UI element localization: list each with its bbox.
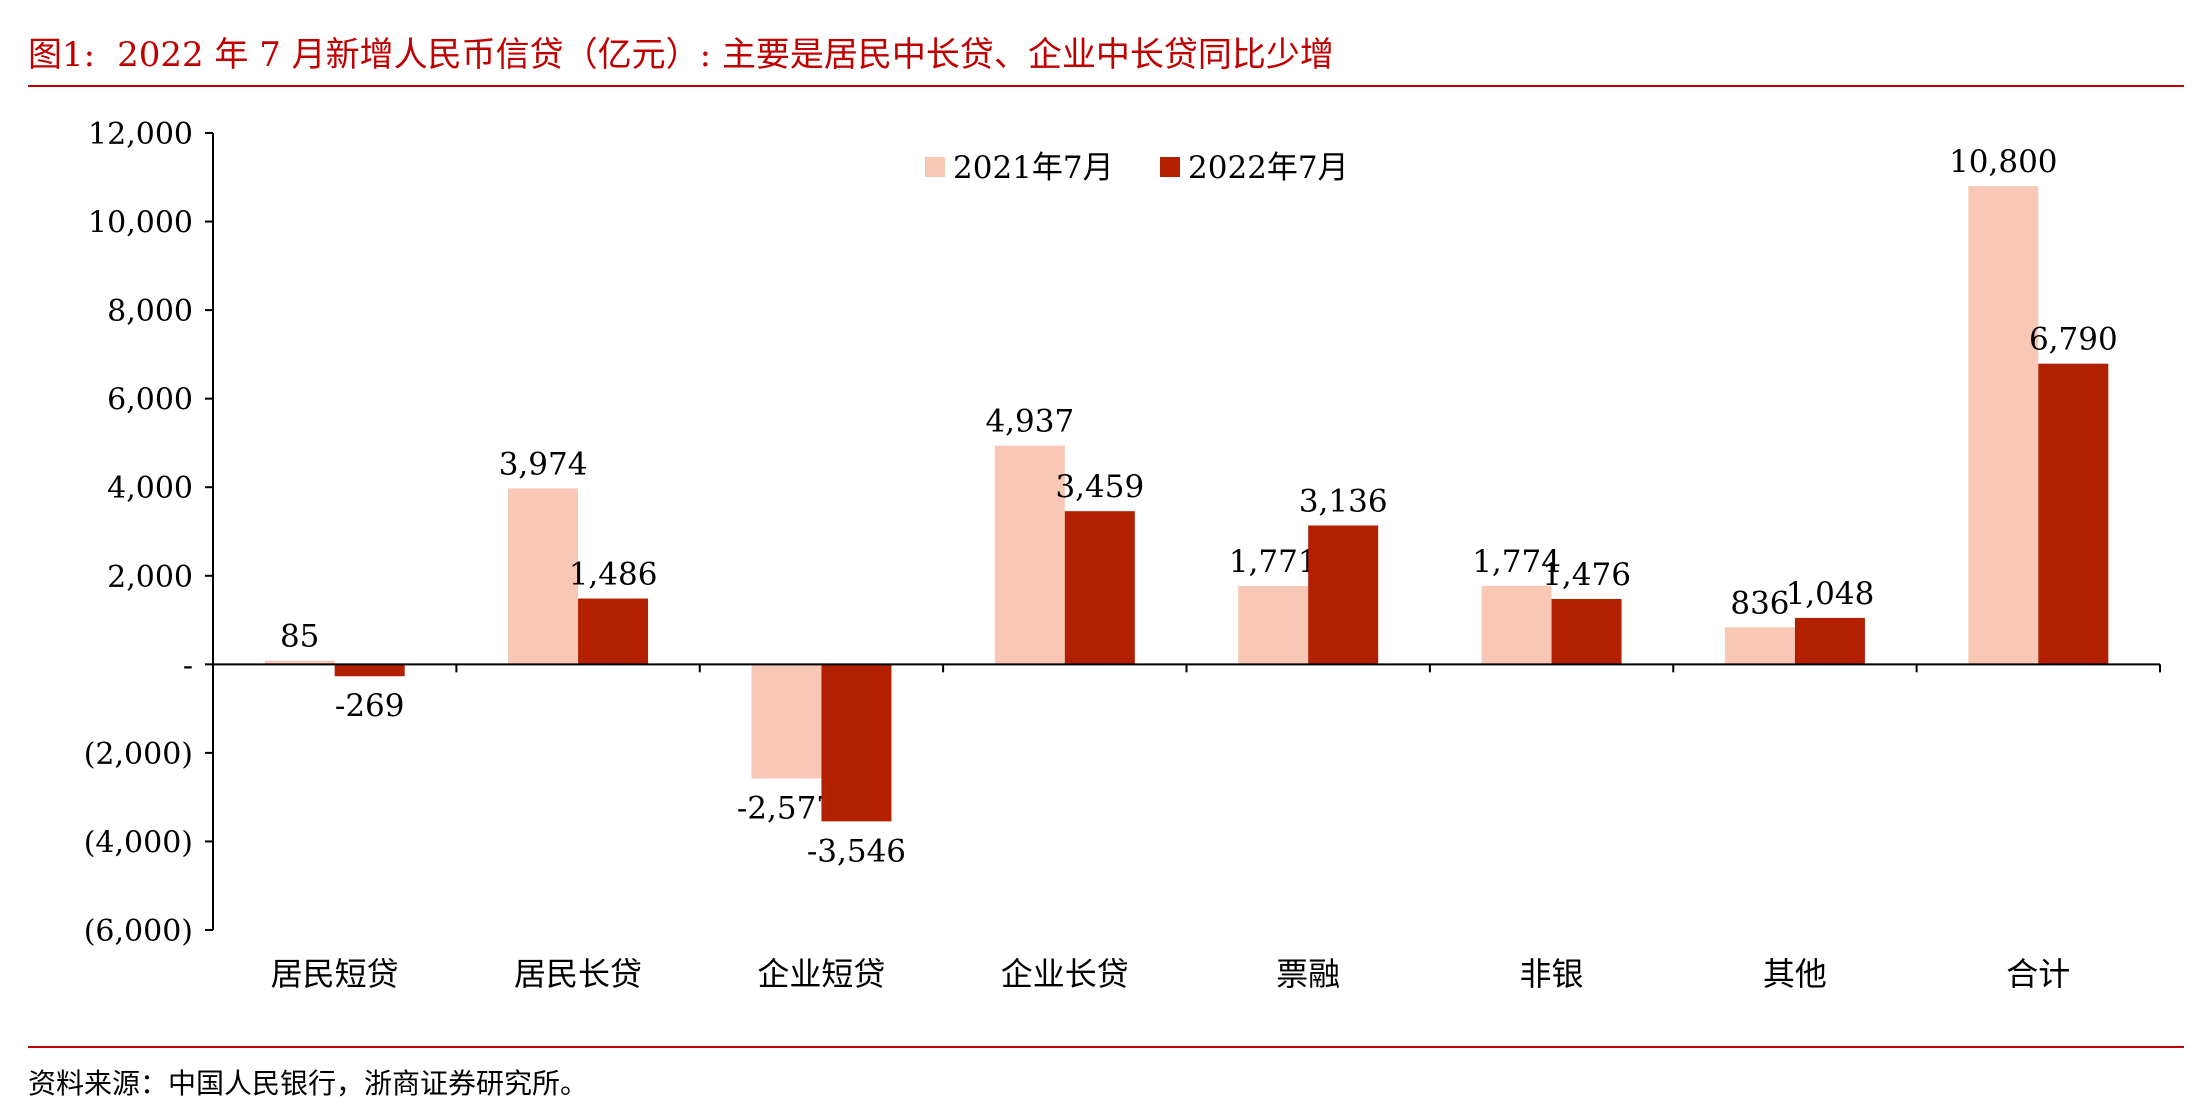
y-tick-label: (4,000) bbox=[84, 825, 193, 860]
bar-chart: 12,000 10,000 8,000 6,000 4,000 2,000 - (2,000)… bbox=[84, 117, 2161, 993]
bar-2022-july bbox=[334, 664, 405, 677]
data-label: 10,800 bbox=[1949, 144, 2057, 180]
bar-2022-july bbox=[1794, 617, 1865, 665]
bar-2022-july bbox=[821, 664, 892, 822]
data-label: 85 bbox=[280, 619, 319, 655]
bar-2021-july bbox=[1724, 627, 1795, 665]
x-category-label: 居民长贷 bbox=[514, 955, 642, 993]
data-label: 1,476 bbox=[1542, 557, 1631, 593]
bar-2022-july bbox=[1308, 525, 1379, 665]
data-label: 3,974 bbox=[499, 446, 588, 482]
data-label: 1,048 bbox=[1786, 576, 1875, 612]
data-label: 1,486 bbox=[569, 557, 658, 593]
data-label: -2,577 bbox=[737, 790, 836, 826]
figure-title-text: 2022 年 7 月新增人民币信贷（亿元）: 主要是居民中长贷、企业中长贷同比少… bbox=[117, 35, 1334, 75]
x-category-label: 其他 bbox=[1763, 955, 1827, 993]
bar-2021-july bbox=[508, 488, 579, 665]
data-label: 6,790 bbox=[2029, 322, 2118, 358]
x-category-label: 非银 bbox=[1520, 955, 1584, 993]
bar-2022-july bbox=[578, 598, 649, 665]
source-divider bbox=[28, 1046, 2184, 1048]
figure-number: 图1: bbox=[28, 35, 96, 75]
bar-2021-july bbox=[1481, 585, 1552, 665]
y-tick-label: 8,000 bbox=[107, 294, 193, 329]
bar-2021-july bbox=[264, 660, 335, 665]
y-tick-label: 6,000 bbox=[107, 383, 193, 418]
y-tick-label: (2,000) bbox=[84, 737, 193, 772]
x-category-label: 企业短贷 bbox=[757, 955, 885, 993]
data-label: 3,459 bbox=[1055, 469, 1144, 505]
data-label: 836 bbox=[1730, 585, 1789, 621]
source-note: 资料来源：中国人民银行，浙商证券研究所。 bbox=[28, 1067, 589, 1100]
figure-title: 图1: 2022 年 7 月新增人民币信贷（亿元）: 主要是居民中长贷、企业中长贷… bbox=[28, 30, 1334, 80]
y-tick-label: 10,000 bbox=[88, 206, 193, 241]
bar-2022-july bbox=[1551, 598, 1622, 665]
bar-2021-july bbox=[751, 664, 822, 779]
x-category-label: 合计 bbox=[2006, 955, 2070, 993]
legend-label: 2021年7月 bbox=[953, 150, 1114, 186]
data-label: -269 bbox=[335, 688, 405, 724]
x-category-label: 居民短贷 bbox=[271, 955, 399, 993]
x-category-label: 企业长贷 bbox=[1001, 955, 1129, 993]
data-label: -3,546 bbox=[807, 833, 906, 869]
x-category-label: 票融 bbox=[1276, 955, 1340, 993]
y-tick-label: - bbox=[183, 648, 193, 683]
y-tick-label: 12,000 bbox=[88, 117, 193, 152]
legend-label: 2022年7月 bbox=[1188, 150, 1349, 186]
bar-2021-july bbox=[994, 445, 1065, 665]
y-tick-label: (6,000) bbox=[84, 914, 193, 949]
bar-2021-july bbox=[1238, 585, 1309, 665]
title-divider bbox=[28, 85, 2184, 87]
data-label: 1,774 bbox=[1472, 544, 1561, 580]
legend-swatch bbox=[1160, 157, 1180, 177]
bar-2022-july bbox=[2038, 363, 2109, 665]
y-tick-label: 4,000 bbox=[107, 471, 193, 506]
bar-2021-july bbox=[1968, 186, 2039, 665]
bar-2022-july bbox=[1064, 511, 1135, 665]
data-label: 3,136 bbox=[1299, 483, 1388, 519]
y-tick-label: 2,000 bbox=[107, 560, 193, 595]
legend-swatch bbox=[925, 157, 945, 177]
data-label: 4,937 bbox=[985, 404, 1074, 440]
data-label: 1,771 bbox=[1229, 544, 1318, 580]
